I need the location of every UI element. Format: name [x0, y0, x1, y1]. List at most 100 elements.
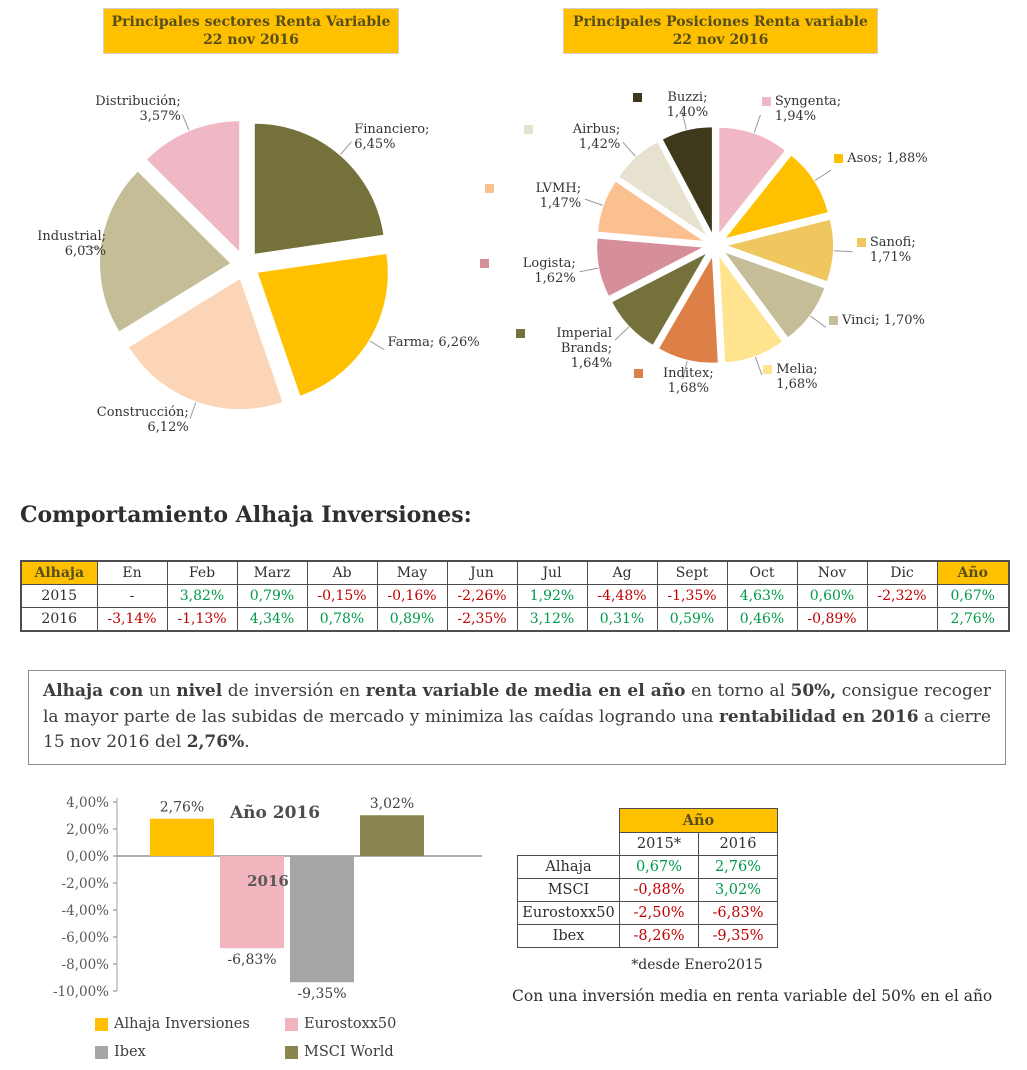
note-segment: nivel: [176, 681, 223, 701]
pie-slice-farma: [257, 254, 388, 396]
pie-slice-construcción: [129, 279, 283, 410]
pie-slice-logista: [597, 238, 703, 296]
note-segment: 50%,: [790, 681, 837, 701]
pie-label-text: Buzzi; 1,40%: [666, 90, 709, 121]
table-row: 2016 -3,14% -1,13% 4,34% 0,78% 0,89% -2,35% 3,1…: [20, 607, 1010, 632]
pie-slice-industrial: [100, 171, 231, 332]
table-row: 2015* 2016: [517, 832, 778, 856]
year-cell: 2016: [20, 607, 98, 632]
summary-value-cell: 2,76%: [698, 855, 778, 879]
note-segment: de inversión en: [222, 681, 366, 701]
table-row: MSCI -0,88% 3,02%: [517, 878, 778, 902]
chart-text: 0,00%: [66, 849, 109, 865]
leader-line: [754, 356, 763, 375]
pie-slice-airbus: [619, 142, 707, 236]
return-cell: 0,46%: [726, 607, 798, 632]
summary-value-cell: 3,02%: [698, 878, 778, 902]
imperial-brands-marker-icon: [516, 328, 526, 338]
pie-label-text: Asos; 1,88%: [847, 150, 928, 166]
sectors-chart-title: Principales sectores Renta Variable 22 n…: [103, 8, 399, 55]
return-cell: -2,26%: [446, 584, 518, 608]
pie-label-syngenta: Syngenta; 1,94%: [761, 93, 858, 125]
pie-slice-financiero: [254, 123, 384, 254]
summary-row-label: Ibex: [517, 924, 620, 948]
chart-text: -6,00%: [62, 930, 110, 946]
pie-label-imperial-brands: Imperial Brands; 1,64%: [516, 326, 612, 372]
chart-text: -9,35%: [297, 986, 346, 1002]
pie-label-vinci: Vinci; 1,70%: [828, 312, 925, 329]
return-cell: -1,13%: [166, 607, 238, 632]
pie-label-text: Syngenta; 1,94%: [774, 93, 842, 124]
asos-marker-icon: [834, 153, 844, 163]
legend-item-ibex: Ibex: [95, 1044, 285, 1060]
table-row: 2015-3,82% 0,79% -0,15% -0,16% -2,26% 1,92% -4…: [20, 584, 1010, 608]
chart-text: 2,00%: [66, 822, 109, 838]
leader-line: [622, 141, 636, 157]
month-header: Alhaja: [20, 560, 98, 585]
leader-line: [83, 245, 101, 249]
pie-label-lvmh: LVMH; 1,47%: [485, 180, 582, 212]
leader-line: [753, 114, 761, 133]
return-cell: -0,16%: [376, 584, 448, 608]
legend-label: Eurostoxx50: [304, 1016, 397, 1032]
pie-label-asos: Asos; 1,88%: [834, 150, 930, 167]
summary-title-cell: Año: [619, 808, 778, 833]
closing-note: Con una inversión media en renta variabl…: [512, 987, 993, 1005]
chart-text: -6,83%: [227, 952, 276, 968]
leader-line: [189, 402, 197, 419]
vinci-marker-icon: [828, 315, 838, 325]
return-cell: -0,89%: [796, 607, 868, 632]
melia-marker-icon: [763, 364, 773, 374]
return-cell: 4,63%: [726, 584, 798, 608]
leader-line: [614, 326, 630, 341]
footnote: *desde Enero2015: [631, 957, 763, 973]
month-header: Año: [936, 560, 1010, 585]
pie-label-text: Financiero; 6,45%: [354, 121, 430, 152]
pie-label-text: Airbus; 1,42%: [572, 122, 621, 153]
pie-slice-asos: [725, 155, 828, 238]
sectors-title-line2: 22 nov 2016: [203, 32, 299, 49]
pie-label-inditex: Inditex; 1,68%: [633, 366, 730, 397]
chart-text: 2,76%: [160, 800, 204, 816]
return-cell: 0,78%: [306, 607, 378, 632]
return-cell: -3,14%: [96, 607, 168, 632]
logista-marker-icon: [479, 258, 489, 268]
bar-ibex: [290, 856, 354, 983]
bar-msci-world: [360, 815, 424, 857]
table-row: Año: [517, 808, 778, 833]
pie-label-text: Sanofi; 1,71%: [869, 234, 916, 265]
leader-line: [682, 360, 688, 380]
pie-label-construcción: Construcción; 6,12%: [93, 405, 189, 436]
summary-value-cell: -6,83%: [698, 901, 778, 925]
yearly-comparison-table: Año 2015* 2016 Alhaja 0,67% 2,76% MSCI -0,88% 3,…: [517, 808, 778, 948]
annual-bar-chart: 4,00% 2,00% 0,00% -2,00% -4,00% -6,00% -8,00% -…: [20, 788, 500, 1028]
syngenta-marker-icon: [761, 96, 771, 106]
note-segment: Alhaja con: [43, 681, 144, 701]
return-cell: 3,82%: [166, 584, 238, 608]
note-segment: en torno al: [685, 681, 791, 701]
pie-slice-buzzi: [662, 127, 712, 233]
pie-label-text: Industrial; 6,03%: [37, 228, 106, 259]
pie-label-text: Construcción; 6,12%: [96, 405, 189, 436]
leader-line: [814, 169, 832, 181]
legend-item-eurostoxx50: Eurostoxx50: [285, 1016, 396, 1032]
pie-label-text: LVMH; 1,47%: [535, 180, 582, 211]
legend-swatch-icon: [95, 1017, 108, 1031]
summary-value-cell: -9,35%: [698, 924, 778, 948]
performance-heading: Comportamiento Alhaja Inversiones:: [20, 502, 472, 528]
inditex-marker-icon: [633, 369, 643, 379]
pie-label-melia: Melia; 1,68%: [763, 362, 859, 393]
return-cell: 0,67%: [936, 584, 1010, 608]
return-cell: 0,31%: [586, 607, 658, 632]
return-cell: 0,89%: [376, 607, 448, 632]
pie-slice-inditex: [659, 257, 718, 363]
table-row: Alhaja 0,67% 2,76%: [517, 855, 778, 879]
legend-swatch-icon: [95, 1045, 108, 1059]
bar-eurostoxx50: [220, 856, 284, 949]
month-header: Jul: [516, 560, 588, 585]
pie-label-text: Vinci; 1,70%: [841, 312, 925, 328]
legend-label: Alhaja Inversiones: [114, 1016, 250, 1032]
chart-text: -8,00%: [62, 957, 110, 973]
summary-row-label: Alhaja: [517, 855, 620, 879]
